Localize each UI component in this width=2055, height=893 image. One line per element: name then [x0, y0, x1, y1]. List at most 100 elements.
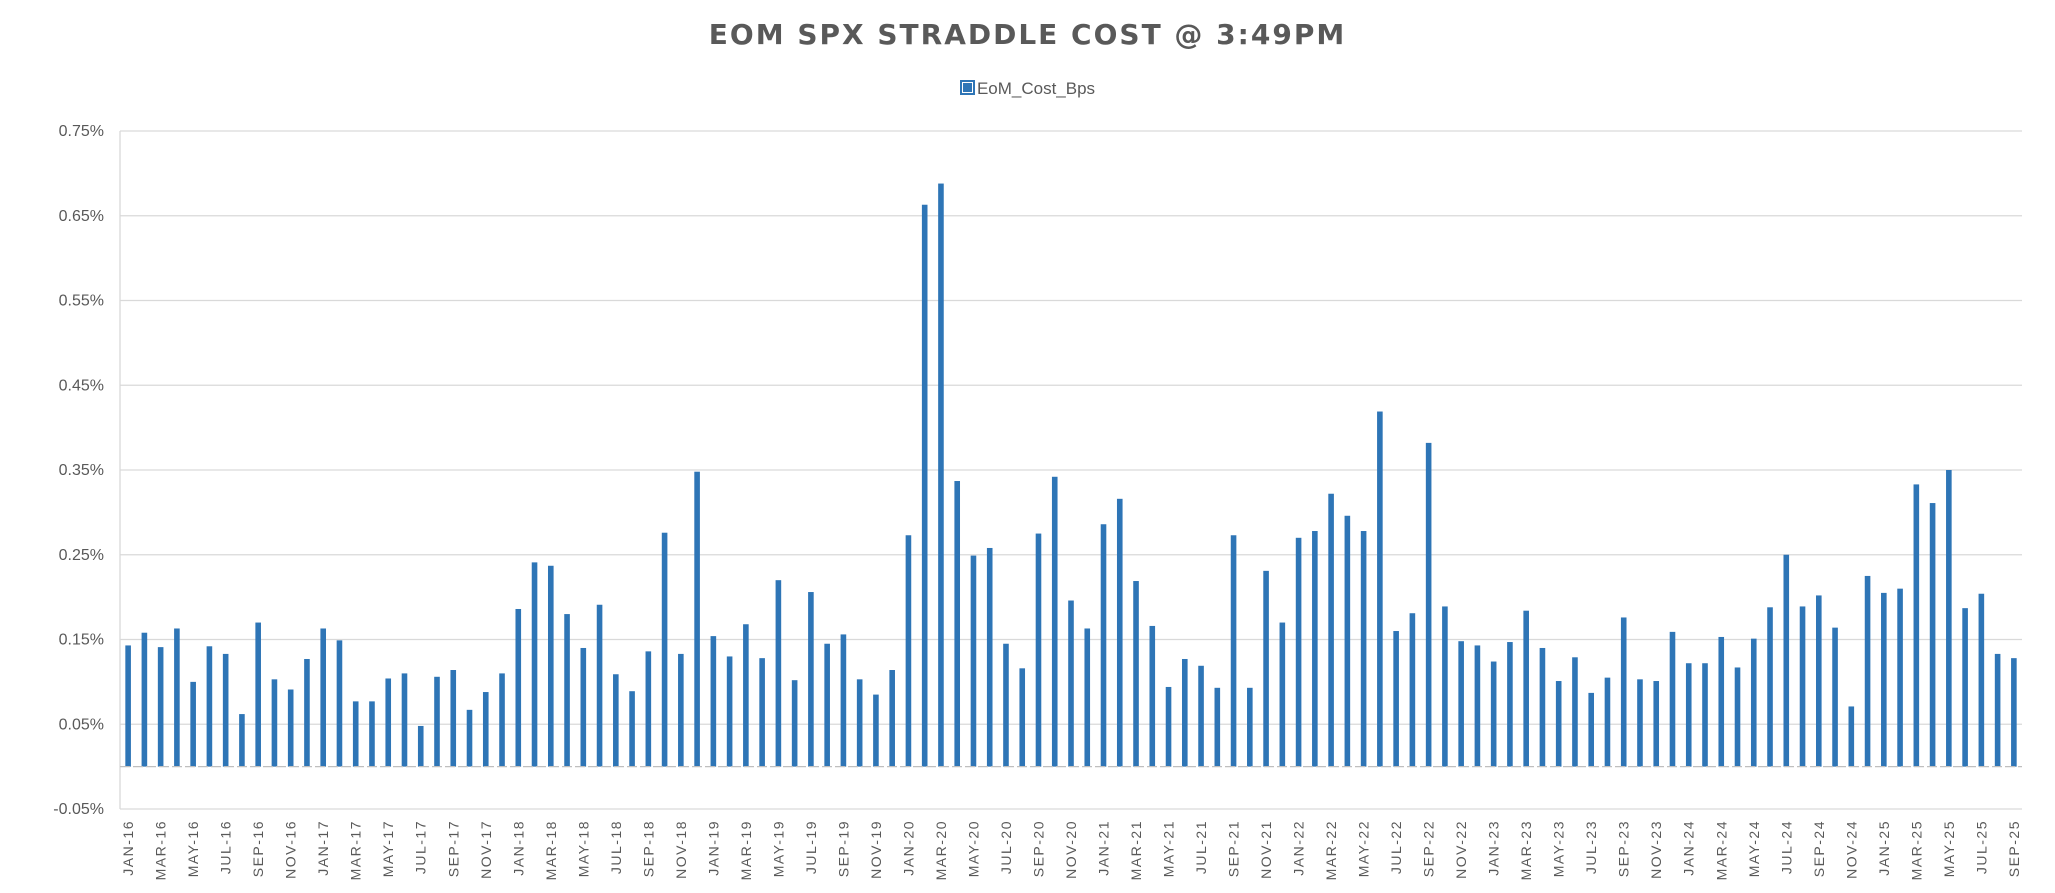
- bar: [1653, 681, 1660, 767]
- x-tick-label: JUL-20: [998, 820, 1014, 874]
- bar: [2011, 658, 2017, 767]
- x-tick-label: NOV-18: [673, 820, 689, 879]
- bar: [450, 670, 457, 767]
- bar: [1490, 661, 1497, 767]
- x-tick-label: SEP-16: [250, 820, 266, 877]
- bar: [629, 691, 635, 767]
- bar: [726, 656, 733, 767]
- legend: EoM_Cost_Bps: [0, 79, 2055, 99]
- bar: [1881, 592, 1887, 767]
- bar: [1458, 641, 1464, 767]
- bar: [1620, 617, 1627, 767]
- y-tick-label: 0.15%: [59, 632, 104, 649]
- bar: [743, 624, 749, 767]
- bar: [1718, 636, 1725, 767]
- bar: [1377, 411, 1383, 767]
- x-tick-label: JAN-25: [1876, 820, 1892, 876]
- x-tick-label: MAY-23: [1551, 820, 1567, 877]
- bar: [1507, 642, 1513, 767]
- x-tick-label: SEP-17: [445, 820, 461, 877]
- bar: [1913, 484, 1920, 767]
- bar: [1929, 503, 1936, 767]
- bar: [547, 565, 554, 767]
- bar: [791, 680, 798, 767]
- bar: [271, 679, 278, 767]
- bar: [1946, 470, 1952, 767]
- bar: [1165, 686, 1172, 767]
- chart-title: EOM SPX STRADDLE COST @ 3:49PM: [708, 18, 1347, 51]
- y-tick-label: 0.55%: [59, 293, 104, 310]
- x-tick-label: NOV-16: [283, 820, 299, 879]
- x-tick-label: JAN-24: [1681, 820, 1697, 876]
- bar: [1312, 531, 1318, 767]
- bar: [206, 646, 213, 767]
- y-tick-label: 0.05%: [59, 716, 104, 733]
- bar: [1604, 677, 1611, 767]
- bar: [1295, 537, 1302, 767]
- x-tick-label: MAR-21: [1128, 820, 1144, 880]
- bar: [1116, 498, 1123, 767]
- bar: [1848, 706, 1855, 767]
- bar: [1393, 631, 1399, 767]
- bar: [417, 725, 424, 767]
- x-tick-label: NOV-21: [1258, 820, 1274, 879]
- bar: [694, 471, 700, 767]
- x-tick-label: JUL-25: [1973, 820, 1989, 874]
- bar: [645, 651, 652, 767]
- x-tick-label: JAN-18: [510, 820, 526, 876]
- x-tick-label: JAN-22: [1291, 820, 1307, 876]
- x-tick-label: SEP-24: [1811, 820, 1827, 877]
- bar: [499, 673, 505, 767]
- bar: [1767, 607, 1773, 767]
- bar: [1230, 535, 1237, 767]
- y-tick-label: 0.25%: [59, 547, 104, 564]
- x-tick-label: JAN-23: [1486, 820, 1502, 876]
- x-tick-label: MAY-17: [380, 820, 396, 877]
- bar: [775, 580, 782, 767]
- x-tick-label: JUL-24: [1778, 820, 1794, 874]
- bar: [1750, 638, 1757, 767]
- x-tick-label: MAR-17: [348, 820, 364, 880]
- x-tick-label: JUL-17: [413, 820, 429, 874]
- bar: [320, 628, 327, 767]
- bar: [1669, 631, 1676, 767]
- bar: [1084, 628, 1091, 767]
- bar: [661, 532, 668, 767]
- x-tick-label: MAR-19: [738, 820, 754, 880]
- bar: [255, 622, 261, 767]
- bar: [369, 701, 375, 767]
- x-tick-label: SEP-20: [1030, 820, 1046, 877]
- bar: [889, 670, 895, 767]
- bar: [986, 547, 993, 767]
- x-tick-label: NOV-23: [1648, 820, 1664, 879]
- legend-label: EoM_Cost_Bps: [976, 79, 1096, 98]
- bar: [1263, 570, 1269, 767]
- x-tick-label: SEP-22: [1421, 820, 1437, 877]
- legend-swatch: [959, 80, 975, 95]
- bar: [1409, 613, 1416, 767]
- bar: [125, 645, 131, 767]
- bar: [596, 604, 603, 767]
- bar: [1133, 581, 1139, 767]
- x-tick-label: MAY-19: [770, 820, 786, 877]
- bar: [905, 535, 912, 767]
- y-tick-label: 0.45%: [59, 377, 104, 394]
- x-tick-label: SEP-21: [1226, 820, 1242, 877]
- y-tick-label: 0.75%: [59, 123, 104, 140]
- bar: [1588, 692, 1595, 767]
- bar: [921, 204, 928, 767]
- bar: [1523, 610, 1529, 767]
- x-tick-label: JUL-21: [1193, 820, 1209, 874]
- bar: [1214, 687, 1221, 767]
- x-tick-label: MAR-22: [1323, 820, 1339, 880]
- x-tick-label: MAY-22: [1356, 820, 1372, 877]
- bar: [1344, 515, 1351, 767]
- bar: [824, 643, 830, 767]
- bar: [336, 640, 343, 767]
- bar: [1198, 665, 1204, 767]
- bar: [1442, 606, 1448, 767]
- bar: [1149, 625, 1156, 767]
- bar: [190, 681, 196, 767]
- bar: [1962, 608, 1968, 767]
